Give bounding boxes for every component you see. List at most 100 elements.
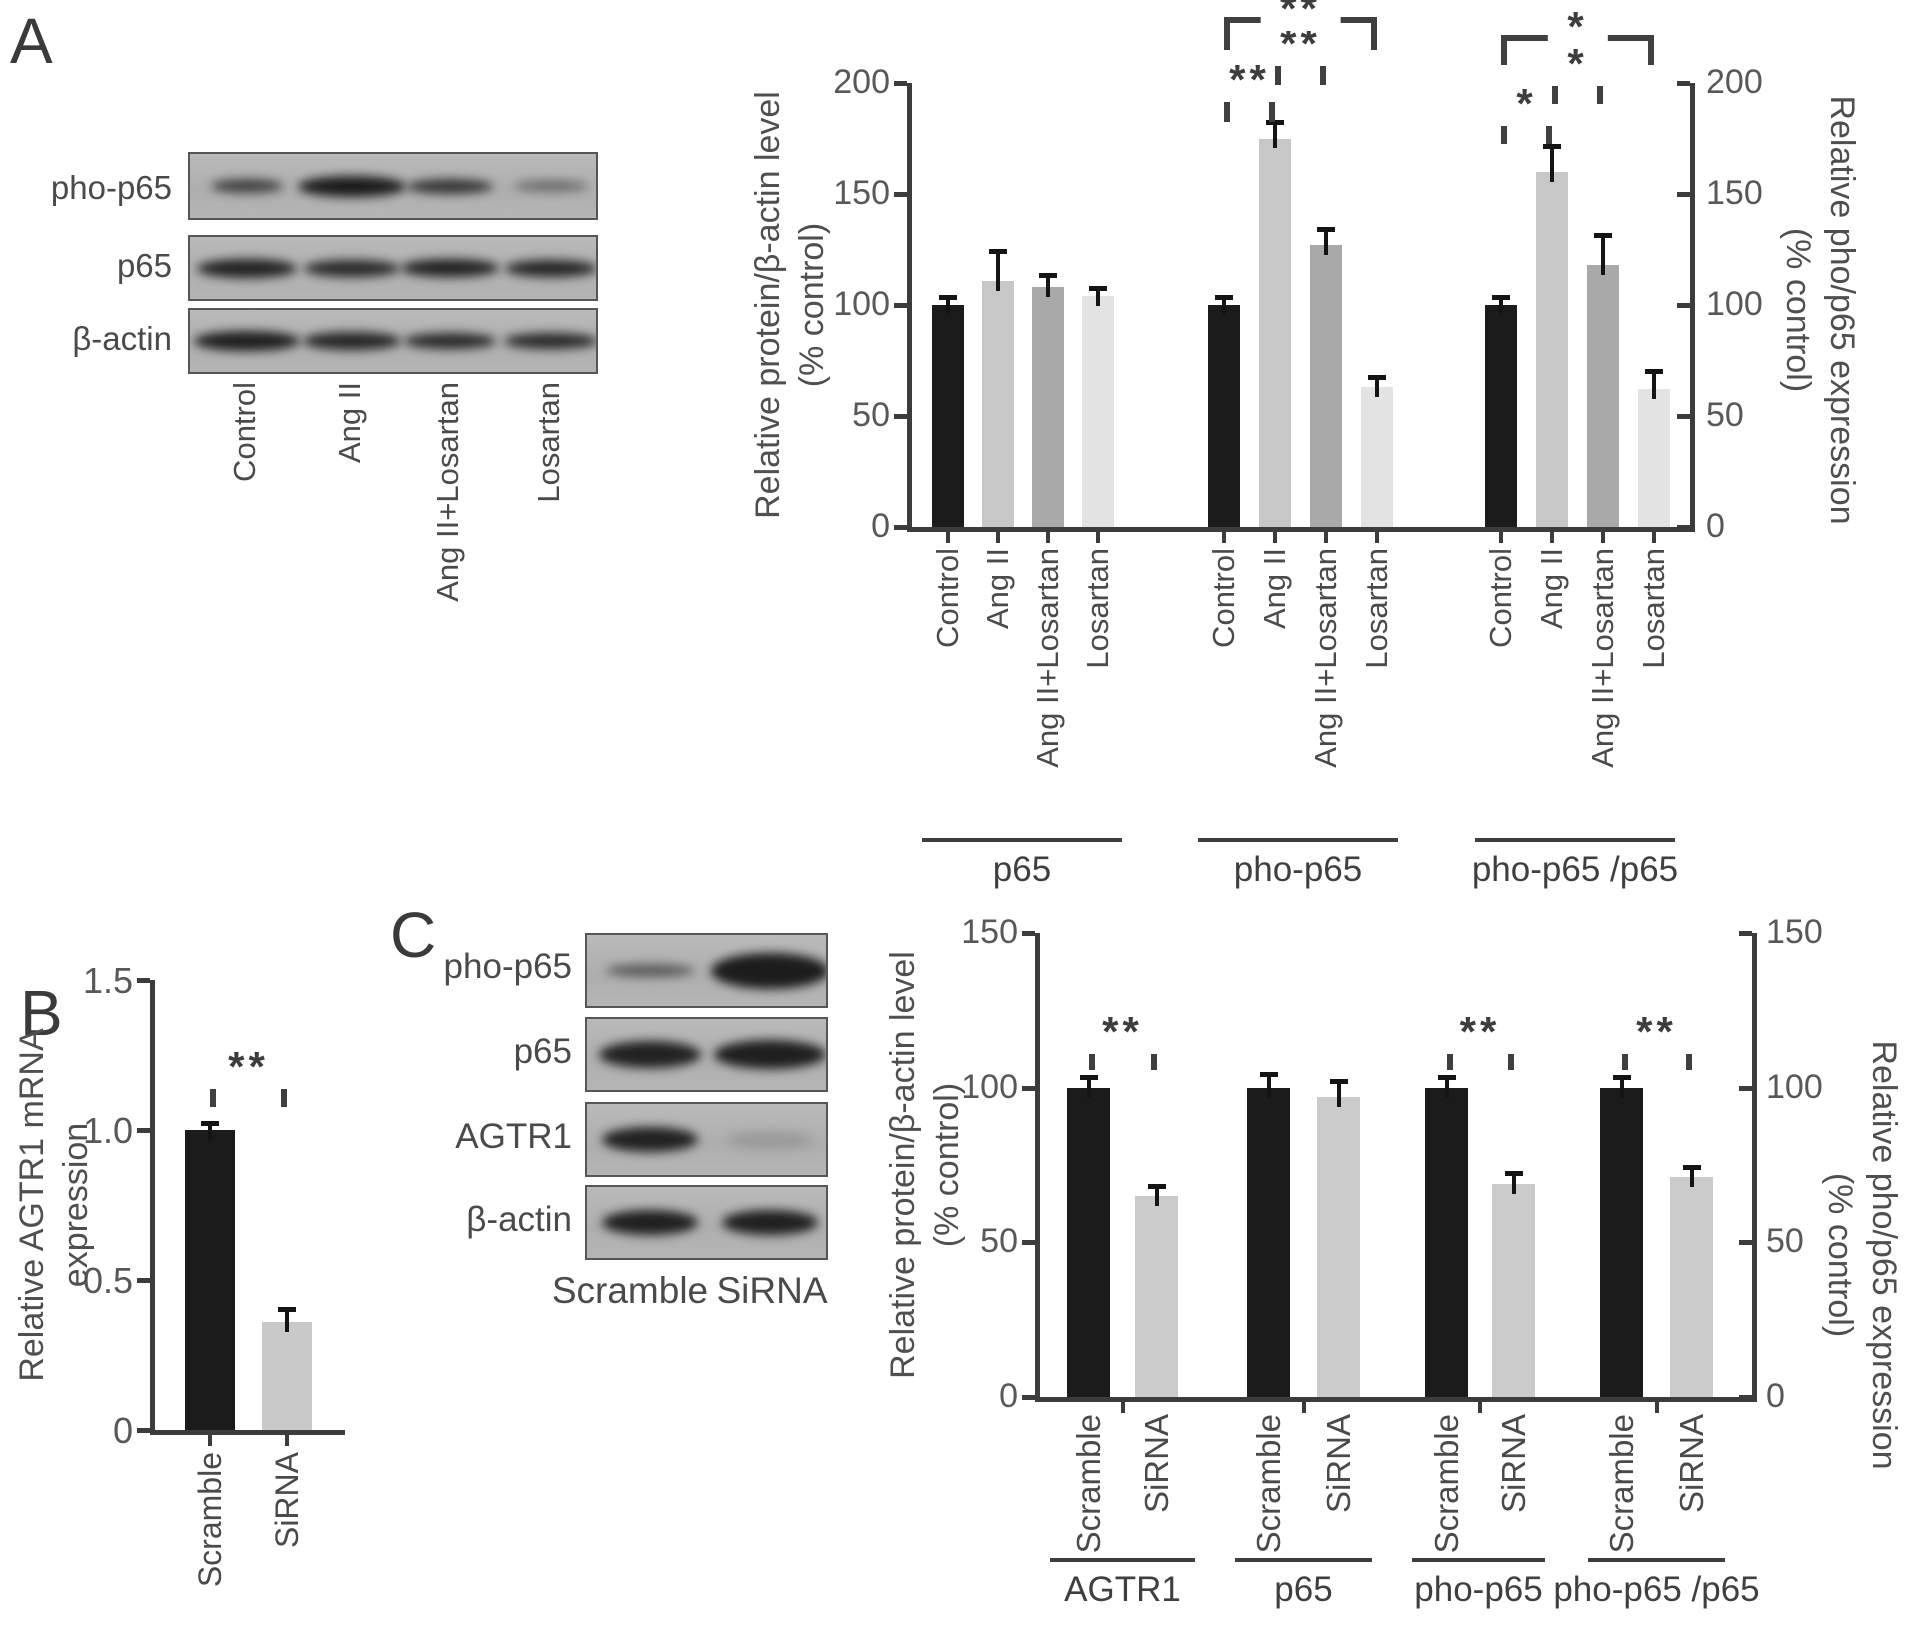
bar [262,1322,312,1430]
axis-title-line: Relative protein/β-actin level [884,951,922,1379]
right-y-axis-tick [1677,303,1690,308]
blot-strip-pho-p65 [188,152,598,220]
error-bar-line [1266,1075,1271,1098]
x-category-label: Ang II+Losartan [1585,548,1620,768]
group-underline [1412,1558,1545,1562]
x-axis-tick [1046,532,1050,543]
error-bar-line [1601,236,1605,276]
error-bar-cap [1329,1078,1348,1084]
error-bar-cap [1259,1072,1278,1078]
error-bar-cap [1147,1183,1166,1189]
blot-band [298,175,406,197]
bar [1032,287,1064,527]
x-axis-tick [1096,532,1100,543]
x-category-label: Control [1483,548,1518,648]
x-category-label: Ang II+Losartan [430,382,465,602]
group-label: p65 [992,850,1052,889]
error-bar-line [285,1310,289,1332]
y-axis-tick [1022,1085,1035,1091]
x-axis-tick [1375,532,1379,543]
blot-band [602,1127,698,1152]
error-bar-cap [1089,286,1107,292]
error-bar-cap [1079,1075,1098,1081]
error-bar-cap [1215,295,1233,301]
panel-a-left-axis-title: Relative protein/β-actin level (% contro… [746,0,834,635]
bar [1600,1087,1643,1397]
right-y-axis-tick [1677,414,1690,419]
group-underline [1235,1558,1372,1562]
blot-strip--actin [188,308,598,374]
right-y-tick-label: 0 [1766,1377,1785,1415]
group-underline [1198,838,1398,842]
right-y-tick-label: 100 [1766,1067,1823,1106]
y-axis-tick [1022,1240,1035,1246]
bar [1208,305,1240,527]
blot-band [514,180,588,192]
right-y-tick-label: 50 [1766,1222,1804,1261]
error-bar-line [1511,1174,1516,1194]
y-axis-tick [137,1128,150,1133]
blot-band [602,1210,698,1235]
blot-band [211,179,283,193]
y-tick-label: 1.0 [82,1110,133,1151]
blot-row-label: β-actin [72,320,172,357]
blot-row-label: pho-p65 [50,169,172,206]
y-axis-tick [894,303,907,308]
right-y-axis-tick [1739,931,1752,937]
error-bar-cap [1682,1165,1701,1171]
error-bar-line [1499,298,1503,315]
y-axis-tick [137,1428,150,1433]
x-axis-tick [1301,1402,1306,1413]
x-category-label: Ang II [332,382,367,463]
axis-title-line: (% control) [1821,1172,1859,1338]
error-bar-line [1375,378,1379,398]
error-bar-line [1444,1078,1449,1098]
x-category-label: Scramble [1427,1414,1465,1554]
y-axis-line [907,83,912,532]
blot-band [711,952,826,989]
x-category-label: Ang II+Losartan [1030,548,1065,768]
x-category-label: Losartan [1080,548,1115,669]
bar [1247,1087,1290,1397]
blot-band [505,259,596,277]
error-bar-cap [1368,375,1386,381]
right-y-axis-tick [1677,192,1690,197]
x-category-label: SiRNA [1137,1414,1175,1514]
error-bar-line [1096,289,1100,307]
blot-band [727,1129,813,1150]
error-bar-cap [1039,273,1057,279]
bar [982,280,1014,527]
y-axis-tick [894,81,907,86]
panel-a-right-axis-title: Relative pho/p65 expression (% control) [1776,0,1864,640]
blot-strip-pho-p65 [585,933,828,1008]
bar [1425,1087,1468,1397]
right-y-tick-label: 200 [1706,63,1763,101]
blot-strip--actin [585,1185,828,1260]
axis-title-line: (% control) [793,222,831,388]
x-axis-tick [1499,532,1503,543]
bar [1317,1096,1360,1397]
error-bar-line [1086,1078,1091,1098]
error-bar-cap [1317,226,1335,232]
error-bar-cap [1504,1171,1523,1177]
blot-band [504,333,596,349]
error-bar-line [208,1124,212,1140]
blot-lane-label: SiRNA [716,1270,828,1311]
y-tick-label: 200 [833,63,890,101]
y-axis-tick [1022,931,1035,937]
panel-a-letter: A [10,5,53,77]
group-underline [1050,1558,1195,1562]
y-tick-label: 100 [833,285,890,323]
x-category-label: Scramble [1069,1414,1107,1554]
bar [1536,171,1568,527]
blot-band [304,259,400,277]
blot-row-label: p65 [116,247,172,284]
blot-lane-label: Scramble [551,1270,709,1311]
error-bar-cap [1543,144,1561,150]
right-y-tick-label: 50 [1706,396,1744,434]
panel-b-letter: B [20,977,63,1049]
blot-row-label: β-actin [466,1200,572,1239]
bar [1361,387,1393,527]
right-y-tick-label: 150 [1706,174,1763,212]
